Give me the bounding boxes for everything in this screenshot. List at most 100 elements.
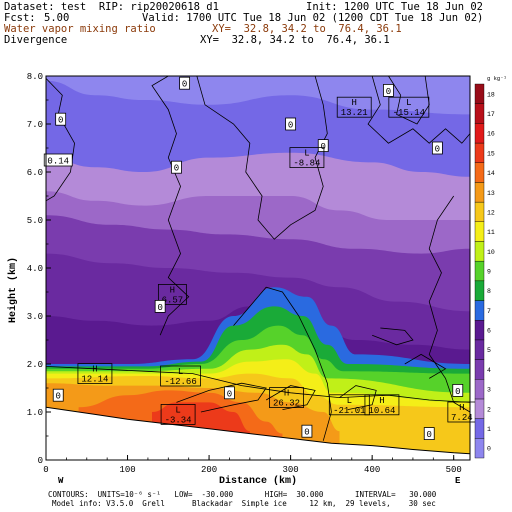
zero-value: 0.14 [47, 157, 69, 167]
extremum-letter: L [406, 98, 411, 108]
label-box [388, 96, 430, 118]
label-box [328, 394, 370, 416]
label-box [301, 424, 313, 438]
y-tick-label: 7.0 [27, 120, 43, 130]
x-tick-label: 200 [201, 465, 217, 475]
field2-name: Divergence [4, 34, 68, 46]
zero-value: 0 [174, 164, 179, 174]
label-box [336, 96, 372, 118]
label-box [224, 386, 235, 400]
colorbar-tick-label: 6 [487, 328, 491, 335]
colorbar-tick-label: 3 [487, 387, 491, 394]
contour-line [46, 78, 75, 202]
label-box [423, 427, 435, 441]
y-tick-label: 4.0 [27, 264, 43, 274]
zero-label: 0 [179, 76, 191, 90]
zero-value: 0 [56, 392, 61, 402]
colorbar-tick-label: 13 [487, 190, 495, 197]
zero-label: 0 [154, 299, 166, 313]
extremum-label: L-3.34 [160, 403, 196, 425]
zero-value: 0 [386, 87, 391, 97]
extremum-value: 26.32 [273, 399, 300, 409]
extremum-value: 7.24 [451, 413, 473, 423]
extremum-letter: H [284, 389, 289, 399]
field1-xy: XY= 32.8, 34.2 to 76.4, 36.1 [212, 23, 402, 35]
valid-time: Valid: 1700 UTC Tue 18 Jun 02 (1200 CDT … [142, 12, 484, 24]
x-axis-label: Distance (km) [219, 475, 297, 487]
colorbar-tick-label: 11 [487, 229, 495, 236]
extremum-letter: L [175, 405, 180, 415]
extremum-value: -12.66 [164, 377, 196, 387]
colorbar-tick-label: 10 [487, 249, 495, 256]
colorbar-swatch [474, 398, 485, 419]
label-box [154, 299, 166, 313]
y-tick-label: 2.0 [27, 360, 43, 370]
colorbar-swatch [474, 260, 485, 282]
zero-label: 0 [317, 139, 329, 152]
zero-value: 0 [182, 80, 187, 90]
label-box [269, 387, 304, 409]
label-box [52, 388, 64, 402]
zero-label: 0 [55, 112, 67, 126]
field2-xy: XY= 32.8, 34.2 to 76.4, 36.1 [200, 34, 390, 46]
extremum-label: H12.14 [77, 363, 113, 385]
zero-value: 0 [321, 142, 326, 152]
colorbar-tick-label: 7 [487, 308, 491, 315]
colorbar-swatch [474, 103, 485, 124]
colorbar-swatch [474, 221, 485, 242]
colorbar-swatch [474, 339, 485, 360]
extremum-value: -15.14 [393, 108, 425, 118]
contour-line [367, 76, 470, 144]
extremum-value: -8.84 [293, 159, 320, 169]
colorbar-tick-label: 12 [487, 209, 495, 216]
terrain-surface [46, 406, 470, 460]
y-tick-label: 6.0 [27, 168, 43, 178]
x-tick-label: 500 [446, 465, 462, 475]
colorbar-tick-label: 9 [487, 269, 491, 276]
zero-value: 0 [455, 387, 460, 397]
zero-value: 0 [427, 430, 432, 440]
zero-value: 0 [227, 389, 232, 399]
zero-label: 0 [52, 388, 64, 402]
extremum-label: H10.64 [364, 394, 400, 416]
label-box [171, 160, 182, 174]
extremum-label: H6.57 [157, 283, 187, 305]
contour-line [265, 385, 316, 410]
zero-value: 0 [435, 145, 440, 155]
colorbar-tick-label: 4 [487, 367, 491, 374]
label-box [160, 365, 201, 387]
extremum-letter: H [92, 365, 97, 375]
colorbar-tick-label: 5 [487, 347, 491, 354]
y-axis-label: Height (km) [7, 257, 19, 323]
extremum-letter: H [170, 285, 175, 295]
divergence-contours [46, 76, 470, 441]
zero-label: 0 [383, 84, 394, 97]
label-box [160, 403, 196, 425]
contour-line [339, 385, 377, 410]
contour-line [372, 327, 414, 346]
colorbar-swatch [474, 418, 485, 439]
colorbar-tick-label: 0 [487, 446, 491, 453]
x-end-label-east: E [455, 476, 461, 486]
extremum-label: L-12.66 [160, 365, 201, 387]
contour-line [46, 366, 470, 403]
extremum-letter: H [352, 98, 357, 108]
colorbar-tick-label: 14 [487, 170, 495, 177]
label-box [157, 283, 187, 305]
zero-label: 0 [301, 424, 313, 438]
extremum-letter: L [178, 367, 183, 377]
contour-line [176, 382, 267, 413]
dataset-line: Dataset: test RIP: rip20020618 d1 [4, 1, 219, 13]
forecast-label: Fcst: [4, 12, 36, 24]
label-box [452, 383, 464, 397]
field1-name: Water vapor mixing ratio [4, 23, 156, 35]
contour-line [428, 195, 470, 413]
colorbar-tick-label: 17 [487, 111, 495, 118]
colorbar-tick-label: 15 [487, 150, 495, 157]
zero-value: 0 [304, 428, 309, 438]
terrain [46, 406, 470, 460]
extremum-value: 12.14 [81, 375, 108, 385]
y-tick-label: 5.0 [27, 216, 43, 226]
y-tick-label: 0 [38, 456, 43, 466]
